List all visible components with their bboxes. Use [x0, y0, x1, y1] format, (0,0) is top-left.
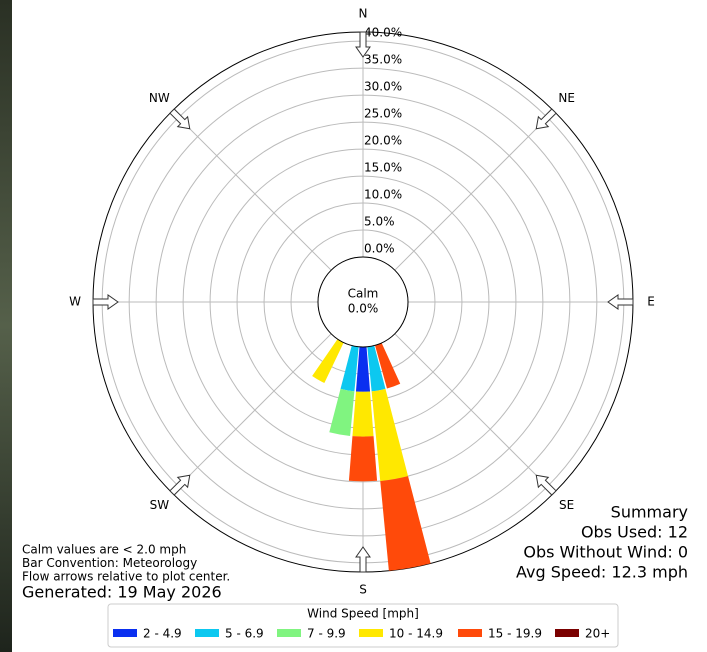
compass-label: E — [647, 295, 655, 309]
calm-value: 0.0% — [348, 302, 379, 316]
spoke — [172, 111, 331, 270]
legend-swatch — [277, 629, 301, 637]
compass-label: W — [69, 295, 81, 309]
r-tick-label: 5.0% — [364, 215, 395, 229]
spoke — [395, 334, 554, 493]
note-line: Bar Convention: Meteorology — [22, 556, 197, 570]
summary-line: Avg Speed: 12.3 mph — [516, 563, 688, 582]
r-tick-label: 0.0% — [364, 242, 395, 256]
wind-bar — [349, 436, 377, 481]
legend-swatch — [555, 629, 579, 637]
flow-arrow — [170, 109, 190, 129]
spoke — [395, 111, 554, 270]
spoke — [172, 334, 331, 493]
legend-swatch — [195, 629, 219, 637]
wind-bar — [352, 392, 373, 437]
wind-bar — [341, 346, 359, 392]
legend-swatch — [359, 629, 383, 637]
legend-title: Wind Speed [mph] — [307, 607, 419, 621]
legend-label: 5 - 6.9 — [225, 627, 264, 641]
r-tick-label: 40.0% — [364, 26, 402, 40]
r-tick-label: 10.0% — [364, 188, 402, 202]
wind-bar — [356, 347, 370, 392]
generated-label: Generated: 19 May 2026 — [22, 583, 222, 602]
compass-label: N — [359, 7, 368, 21]
r-tick-label: 30.0% — [364, 80, 402, 94]
r-tick-label: 35.0% — [364, 53, 402, 67]
wind-bar — [312, 339, 343, 383]
compass-label: NE — [558, 91, 575, 105]
summary-line: Obs Used: 12 — [581, 523, 688, 542]
legend-label: 7 - 9.9 — [307, 627, 346, 641]
note-line: Calm values are < 2.0 mph — [22, 543, 186, 557]
legend-label: 2 - 4.9 — [143, 627, 182, 641]
compass-label: NW — [149, 91, 170, 105]
flow-arrow — [93, 295, 118, 309]
legend-label: 20+ — [585, 627, 610, 641]
flow-arrow — [170, 475, 190, 495]
legend-swatch — [458, 629, 482, 637]
wind-bar — [380, 476, 430, 571]
flow-arrow — [608, 295, 633, 309]
compass-label: SE — [559, 498, 574, 512]
background-photo-strip — [0, 0, 12, 652]
flow-arrow — [536, 109, 556, 129]
r-tick-label: 25.0% — [364, 107, 402, 121]
flow-arrow — [356, 547, 370, 572]
note-line: Flow arrows relative to plot center. — [22, 570, 230, 584]
summary-line: Obs Without Wind: 0 — [523, 543, 688, 562]
legend-label: 10 - 14.9 — [389, 627, 443, 641]
r-tick-label: 20.0% — [364, 134, 402, 148]
compass-label: SW — [150, 498, 170, 512]
summary-line: Summary — [611, 503, 688, 522]
r-tick-label: 15.0% — [364, 161, 402, 175]
legend-swatch — [113, 629, 137, 637]
compass-label: S — [359, 583, 367, 597]
flow-arrow — [536, 475, 556, 495]
chart: 0.0% 5.0% 10.0% 15.0% 20.0% 25.0% 30.0% 35.0% 40… — [0, 0, 707, 652]
calm-label: Calm — [348, 287, 379, 301]
wind-bar — [372, 389, 408, 481]
legend-label: 15 - 19.9 — [488, 627, 542, 641]
